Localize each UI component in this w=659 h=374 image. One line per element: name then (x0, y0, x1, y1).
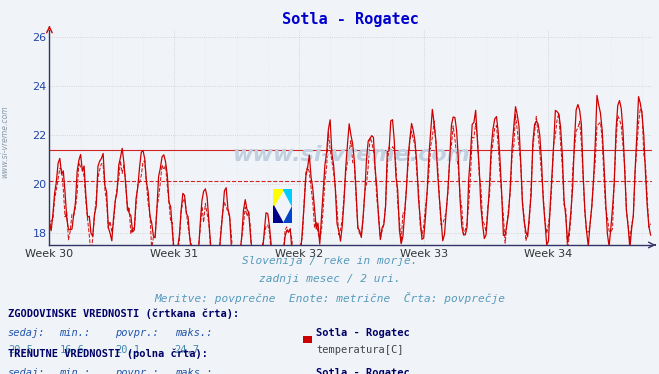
Text: sedaj:: sedaj: (8, 368, 45, 374)
Polygon shape (283, 189, 292, 206)
Text: maks.:: maks.: (175, 368, 212, 374)
Text: 24,7: 24,7 (175, 345, 200, 355)
Text: maks.:: maks.: (175, 328, 212, 338)
Title: Sotla - Rogatec: Sotla - Rogatec (283, 12, 419, 27)
Text: www.si-vreme.com: www.si-vreme.com (1, 106, 10, 178)
Text: zadnji mesec / 2 uri.: zadnji mesec / 2 uri. (258, 274, 401, 284)
Polygon shape (273, 189, 283, 206)
Text: 20,5: 20,5 (8, 345, 33, 355)
Text: ZGODOVINSKE VREDNOSTI (črtkana črta):: ZGODOVINSKE VREDNOSTI (črtkana črta): (8, 309, 239, 319)
Text: Sotla - Rogatec: Sotla - Rogatec (316, 328, 410, 338)
Text: temperatura[C]: temperatura[C] (316, 345, 404, 355)
Polygon shape (283, 206, 292, 223)
Text: 20,1: 20,1 (115, 345, 140, 355)
Text: www.si-vreme.com: www.si-vreme.com (232, 145, 470, 165)
Text: min.:: min.: (59, 328, 90, 338)
Text: Slovenija / reke in morje.: Slovenija / reke in morje. (242, 256, 417, 266)
Text: povpr.:: povpr.: (115, 328, 159, 338)
Text: Sotla - Rogatec: Sotla - Rogatec (316, 368, 410, 374)
Polygon shape (273, 206, 283, 223)
Text: TRENUTNE VREDNOSTI (polna črta):: TRENUTNE VREDNOSTI (polna črta): (8, 349, 208, 359)
Text: min.:: min.: (59, 368, 90, 374)
Text: Meritve: povprečne  Enote: metrične  Črta: povprečje: Meritve: povprečne Enote: metrične Črta:… (154, 292, 505, 304)
Text: povpr.:: povpr.: (115, 368, 159, 374)
Text: 16,6: 16,6 (59, 345, 84, 355)
Text: sedaj:: sedaj: (8, 328, 45, 338)
